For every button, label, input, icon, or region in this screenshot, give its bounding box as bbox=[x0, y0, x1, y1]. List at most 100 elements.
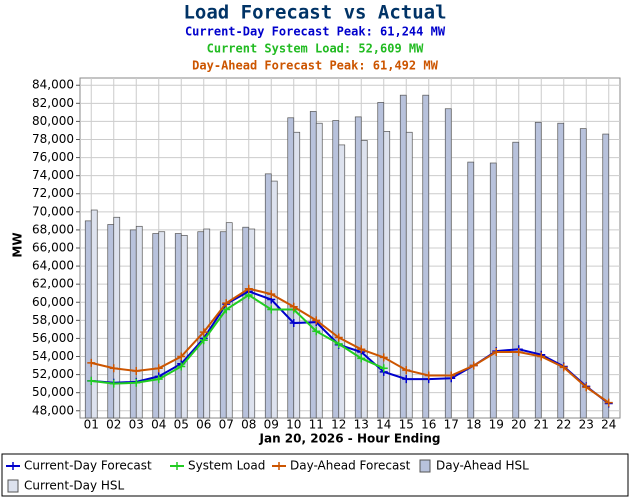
y-tick-label: 50,000 bbox=[32, 385, 74, 399]
y-tick-label: 78,000 bbox=[32, 132, 74, 146]
bar bbox=[602, 133, 610, 419]
legend-swatch bbox=[9, 462, 17, 470]
x-tick-label: 06 bbox=[196, 418, 211, 432]
x-tick-label: 13 bbox=[354, 418, 369, 432]
bar bbox=[338, 144, 346, 419]
marker bbox=[177, 362, 186, 371]
bar bbox=[422, 94, 430, 419]
bar bbox=[152, 233, 160, 419]
marker bbox=[267, 290, 276, 299]
marker bbox=[109, 364, 118, 373]
marker bbox=[469, 361, 478, 370]
legend-label: System Load bbox=[188, 459, 265, 473]
marker bbox=[402, 366, 411, 375]
x-tick-label: 12 bbox=[331, 418, 346, 432]
bar bbox=[107, 224, 115, 419]
marker bbox=[559, 363, 568, 372]
y-tick-label: 72,000 bbox=[32, 186, 74, 200]
x-tick-label: 10 bbox=[286, 418, 301, 432]
y-tick-label: 52,000 bbox=[32, 367, 74, 381]
legend-label: Day-Ahead Forecast bbox=[290, 459, 411, 473]
bar bbox=[219, 231, 227, 419]
marker bbox=[267, 305, 276, 314]
marker bbox=[582, 383, 591, 392]
bar bbox=[293, 131, 301, 419]
bar bbox=[180, 234, 188, 419]
legend-swatch bbox=[173, 462, 181, 470]
x-tick-label: 18 bbox=[466, 418, 481, 432]
bar bbox=[309, 111, 317, 419]
subtitle: Day-Ahead Forecast Peak: 61,492 MW bbox=[192, 59, 438, 73]
x-tick-label: 17 bbox=[444, 418, 459, 432]
bar bbox=[383, 131, 391, 419]
y-tick-label: 56,000 bbox=[32, 331, 74, 345]
chart-title: Load Forecast vs Actual bbox=[183, 2, 446, 24]
y-tick-label: 84,000 bbox=[32, 78, 74, 92]
x-axis-label: Jan 20, 2026 - Hour Ending bbox=[259, 432, 441, 446]
marker bbox=[357, 345, 366, 354]
marker bbox=[154, 364, 163, 373]
marker bbox=[402, 375, 411, 384]
marker bbox=[289, 319, 298, 328]
x-tick-label: 08 bbox=[241, 418, 256, 432]
x-tick-label: 22 bbox=[556, 418, 571, 432]
legend-swatch bbox=[7, 479, 19, 493]
bar bbox=[557, 122, 565, 419]
bar bbox=[489, 162, 497, 419]
y-tick-label: 64,000 bbox=[32, 259, 74, 273]
bar bbox=[84, 220, 92, 419]
bar bbox=[113, 216, 121, 419]
marker bbox=[222, 299, 231, 308]
x-tick-label: 19 bbox=[489, 418, 504, 432]
bar bbox=[405, 131, 413, 419]
y-tick-label: 48,000 bbox=[32, 403, 74, 417]
legend-label: Current-Day HSL bbox=[24, 479, 125, 493]
bar bbox=[512, 141, 520, 419]
x-tick-label: 01 bbox=[84, 418, 99, 432]
bar bbox=[158, 231, 166, 419]
marker bbox=[132, 366, 141, 375]
bar bbox=[315, 122, 323, 419]
subtitle: Current System Load: 52,609 MW bbox=[207, 42, 425, 56]
bar bbox=[203, 228, 211, 419]
bar bbox=[264, 173, 272, 419]
x-tick-label: 02 bbox=[106, 418, 121, 432]
bar bbox=[248, 228, 256, 419]
legend-box bbox=[1, 453, 629, 497]
marker bbox=[379, 353, 388, 362]
x-tick-label: 11 bbox=[309, 418, 324, 432]
marker bbox=[244, 284, 253, 293]
bar bbox=[197, 231, 205, 419]
bar bbox=[467, 161, 475, 419]
x-tick-label: 24 bbox=[601, 418, 616, 432]
marker bbox=[334, 333, 343, 342]
y-axis-label: MW bbox=[11, 232, 25, 257]
marker bbox=[312, 327, 321, 336]
bar bbox=[242, 226, 250, 419]
x-tick-label: 05 bbox=[174, 418, 189, 432]
bar bbox=[287, 117, 295, 419]
y-tick-label: 74,000 bbox=[32, 168, 74, 182]
marker bbox=[379, 364, 388, 373]
marker bbox=[109, 379, 118, 388]
marker bbox=[199, 336, 208, 345]
marker bbox=[154, 375, 163, 384]
legend-label: Current-Day Forecast bbox=[24, 459, 152, 473]
marker bbox=[447, 371, 456, 380]
x-tick-label: 03 bbox=[129, 418, 144, 432]
marker bbox=[514, 347, 523, 356]
bar bbox=[579, 128, 587, 419]
subtitle: Current-Day Forecast Peak: 61,244 MW bbox=[185, 25, 446, 39]
bar bbox=[332, 120, 340, 419]
bar bbox=[90, 209, 98, 419]
y-tick-label: 80,000 bbox=[32, 114, 74, 128]
legend-label: Day-Ahead HSL bbox=[436, 459, 529, 473]
marker bbox=[312, 316, 321, 325]
bar bbox=[444, 108, 452, 419]
marker bbox=[537, 352, 546, 361]
marker bbox=[289, 302, 298, 311]
x-tick-label: 15 bbox=[399, 418, 414, 432]
marker bbox=[177, 352, 186, 361]
marker bbox=[87, 376, 96, 385]
